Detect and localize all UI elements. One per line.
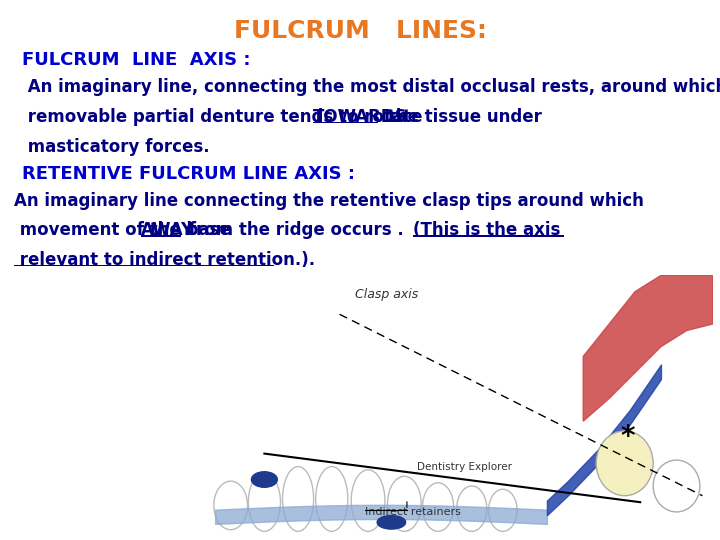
Text: Indirect retainers: Indirect retainers	[366, 507, 462, 517]
Text: An imaginary line, connecting the most distal occlusal rests, around which a: An imaginary line, connecting the most d…	[22, 78, 720, 96]
Text: removable partial denture tends to rotate: removable partial denture tends to rotat…	[22, 108, 428, 126]
Text: TOWARDS: TOWARDS	[313, 108, 408, 126]
Text: from the ridge occurs .: from the ridge occurs .	[183, 221, 415, 239]
Text: Dentistry Explorer: Dentistry Explorer	[418, 462, 513, 472]
Text: RETENTIVE FULCRUM LINE AXIS :: RETENTIVE FULCRUM LINE AXIS :	[22, 165, 355, 183]
Text: the tissue under: the tissue under	[382, 108, 541, 126]
Text: movement of the base: movement of the base	[14, 221, 237, 239]
Ellipse shape	[251, 472, 277, 487]
Polygon shape	[583, 275, 713, 421]
Text: relevant to indirect retention.).: relevant to indirect retention.).	[14, 251, 315, 269]
Bar	[313, 122, 378, 123]
Ellipse shape	[489, 489, 517, 531]
Text: (This is the axis: (This is the axis	[413, 221, 560, 239]
Text: *: *	[620, 423, 634, 451]
Ellipse shape	[282, 467, 314, 531]
Ellipse shape	[653, 460, 700, 512]
Ellipse shape	[248, 473, 281, 531]
Ellipse shape	[377, 516, 405, 529]
Text: Clasp axis: Clasp axis	[355, 288, 418, 301]
Text: An imaginary line connecting the retentive clasp tips around which: An imaginary line connecting the retenti…	[14, 192, 644, 210]
Ellipse shape	[596, 431, 653, 496]
Bar	[14, 265, 274, 266]
Text: AWAY: AWAY	[141, 221, 194, 239]
Ellipse shape	[423, 483, 454, 531]
Ellipse shape	[315, 467, 348, 531]
Bar	[413, 235, 564, 237]
Ellipse shape	[387, 476, 421, 531]
Ellipse shape	[456, 486, 487, 531]
Text: FULCRUM   LINES:: FULCRUM LINES:	[233, 19, 487, 43]
Text: masticatory forces.: masticatory forces.	[22, 138, 210, 156]
Text: FULCRUM  LINE  AXIS :: FULCRUM LINE AXIS :	[22, 51, 250, 69]
Ellipse shape	[214, 481, 248, 530]
Bar	[141, 235, 181, 237]
Ellipse shape	[351, 470, 385, 531]
